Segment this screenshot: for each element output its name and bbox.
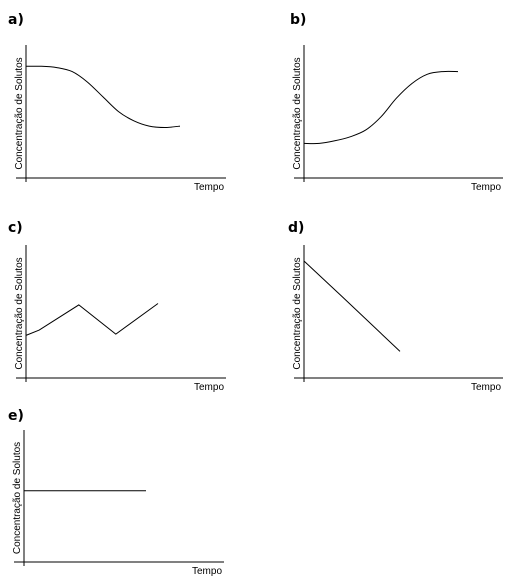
x-axis-label: Tempo [194,382,224,393]
panel-label: b) [290,12,306,28]
series-line [303,260,401,352]
chart-panel-b: b) Tempo Concentração de Solutos [290,12,503,193]
y-axis-label: Concentração de Solutos [292,257,303,369]
series-line [25,65,181,129]
x-axis-label: Tempo [194,182,224,193]
y-axis-label: Concentração de Solutos [14,57,25,169]
series-line [303,70,459,145]
panel-label: a) [8,12,24,28]
x-axis-label: Tempo [471,182,501,193]
panel-label: e) [8,408,24,424]
chart-panel-e: e) Tempo Concentração de Solutos [8,408,224,577]
panel-label: c) [8,220,23,236]
chart-panel-d: d) Tempo Concentração de Solutos [288,220,503,393]
panel-label: d) [288,220,304,236]
series-line [25,303,159,336]
y-axis-label: Concentração de Solutos [14,257,25,369]
y-axis-label: Concentração de Solutos [12,442,23,554]
chart-panel-a: a) Tempo Concentração de Solutos [8,12,226,193]
x-axis-label: Tempo [471,382,501,393]
y-axis-label: Concentração de Solutos [292,57,303,169]
x-axis-label: Tempo [192,566,222,577]
chart-panel-c: c) Tempo Concentração de Solutos [8,220,226,393]
